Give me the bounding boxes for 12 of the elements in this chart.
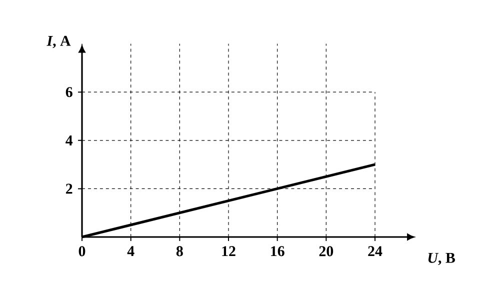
y-tick-label: 2 xyxy=(66,184,72,194)
x-tick-label: 4 xyxy=(127,246,134,256)
x-tick-label: 8 xyxy=(176,246,183,256)
y-tick-label: 4 xyxy=(66,135,73,146)
y-axis-title: I, А xyxy=(46,36,71,48)
x-tick-label: 16 xyxy=(271,246,284,256)
x-tick-label: 12 xyxy=(222,246,236,256)
x-axis-title: U, В xyxy=(428,252,455,266)
x-tick-label: 20 xyxy=(319,246,334,256)
y-tick-label: 6 xyxy=(66,87,72,98)
x-tick-label: 24 xyxy=(368,246,382,256)
x-tick-label: 0 xyxy=(78,246,86,256)
